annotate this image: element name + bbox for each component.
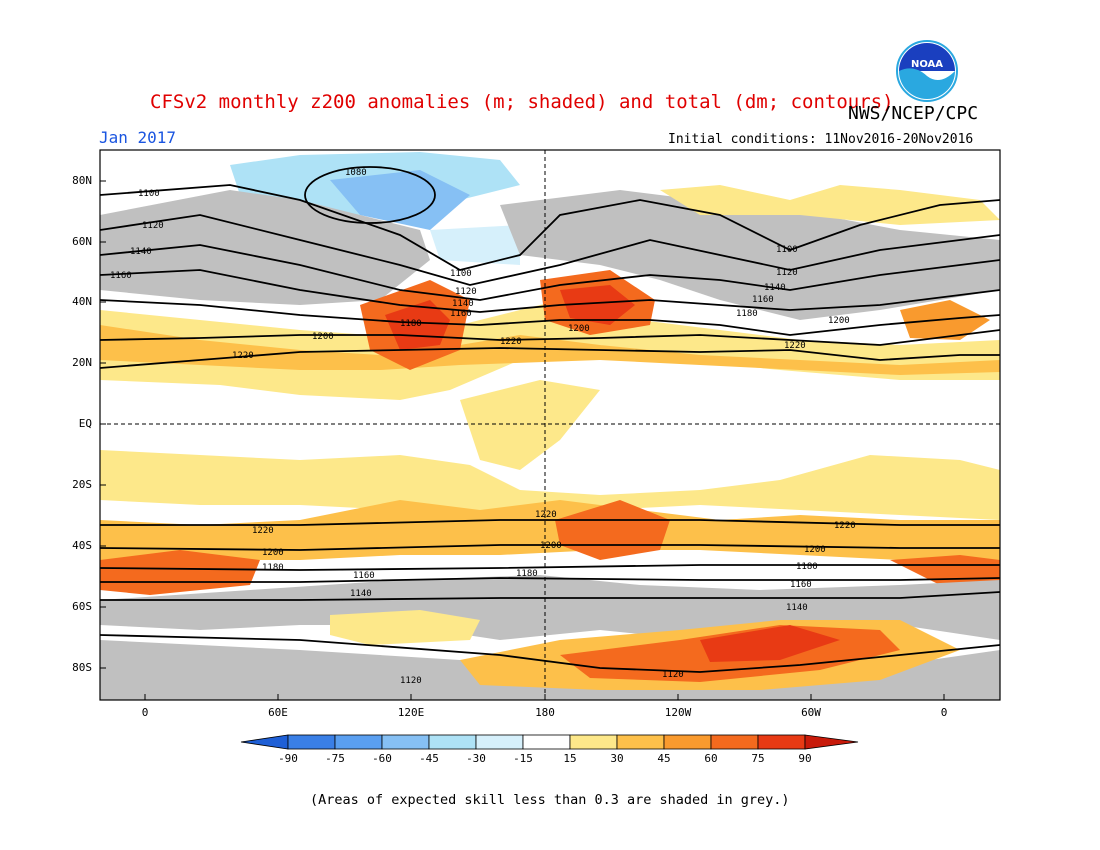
axis-ticks (100, 180, 945, 700)
contour-label: 1220 (500, 337, 522, 347)
contour-label: 1220 (535, 510, 557, 520)
contour-label: 1160 (353, 571, 375, 581)
lon-label: 180 (535, 706, 555, 719)
negative-anomaly-dark (330, 170, 470, 230)
colorbar-label: 45 (657, 752, 671, 765)
colorbar-label: -75 (325, 752, 345, 765)
colorbar-label: -90 (278, 752, 298, 765)
contour-label: 1120 (455, 287, 477, 297)
contour-label: 1200 (540, 541, 562, 551)
lat-label: 60N (72, 235, 92, 248)
noaa-logo-icon: NOAA (896, 40, 958, 102)
colorbar-label: -30 (466, 752, 486, 765)
agency-label: NWS/NCEP/CPC (848, 103, 979, 124)
lon-label: 120W (664, 706, 692, 719)
contour-label: 1100 (776, 245, 798, 255)
contour-label: 1140 (350, 589, 372, 599)
contour-label: 1140 (786, 603, 808, 613)
contour-label: 1200 (568, 324, 590, 334)
contour-label: 1180 (796, 562, 818, 572)
positive-anomaly-tropics-south (100, 450, 1000, 520)
lat-label: EQ (78, 417, 92, 430)
map-frame (99, 149, 1001, 701)
lat-label: 60S (72, 600, 92, 613)
colorbar-arrow-left (240, 734, 289, 750)
contour-label: 1160 (752, 295, 774, 305)
positive-anomaly-south-atlantic-red (100, 550, 260, 595)
contour-label: 1200 (312, 332, 334, 342)
colorbar-label: -45 (419, 752, 439, 765)
lat-label: 80S (72, 661, 92, 674)
positive-anomaly-north-pacific-core (560, 285, 635, 325)
footnote: (Areas of expected skill less than 0.3 a… (310, 792, 790, 808)
contour-label: 1220 (784, 341, 806, 351)
colorbar-label: 90 (798, 752, 812, 765)
contour-label: 1160 (110, 271, 132, 281)
positive-anomaly-south-midlat (100, 500, 1000, 560)
lat-label: 80N (72, 174, 92, 187)
lon-label: 120E (397, 706, 425, 719)
lon-label: 60W (801, 706, 821, 719)
lat-label: 20S (72, 478, 92, 491)
noaa-logo-text: NOAA (911, 59, 943, 70)
contour-label: 1120 (776, 268, 798, 278)
contour-label: 1180 (262, 563, 284, 573)
lat-label: 40N (72, 295, 92, 308)
contour-label: 1160 (450, 309, 472, 319)
colorbar-label: 30 (610, 752, 624, 765)
lon-label: 60E (268, 706, 288, 719)
colorbar-label: 15 (563, 752, 577, 765)
grey-band-north-2 (500, 190, 1000, 320)
contour-label: 1180 (400, 319, 422, 329)
negative-anomaly-pacific (430, 225, 520, 265)
contour-label: 1140 (764, 283, 786, 293)
lat-label: 20N (72, 356, 92, 369)
contour-label: 1220 (232, 351, 254, 361)
colorbar-label: -60 (372, 752, 392, 765)
chart-title: CFSv2 monthly z200 anomalies (m; shaded)… (150, 91, 894, 113)
colorbar-arrow-right (804, 734, 859, 750)
contour-label: 1220 (834, 521, 856, 531)
colorbar-label: 60 (704, 752, 718, 765)
contour-label: 1200 (828, 316, 850, 326)
initial-conditions: Initial conditions: 11Nov2016-20Nov2016 (668, 132, 974, 147)
colorbar (240, 734, 859, 750)
forecast-month: Jan 2017 (99, 128, 177, 147)
contour-label: 1200 (262, 548, 284, 558)
positive-anomaly-subtropics-2 (100, 325, 1000, 375)
contour-label: 1160 (790, 580, 812, 590)
contour-label: 1180 (516, 569, 538, 579)
positive-anomaly-south-indian (330, 610, 480, 645)
positive-anomaly-north-atlantic (660, 185, 1000, 225)
contour-label: 1140 (130, 247, 152, 257)
contour-label: 1120 (662, 670, 684, 680)
contour-label: 1180 (736, 309, 758, 319)
map-shading (100, 150, 1000, 700)
lat-label: 40S (72, 539, 92, 552)
contour-label: 1120 (400, 676, 422, 686)
contour-label: 1120 (142, 221, 164, 231)
contour-label: 1200 (804, 545, 826, 555)
contour-labels: 1080 1100 1100 1100 1120 1120 1120 1120 … (110, 168, 856, 686)
contour-label: 1100 (138, 189, 160, 199)
contour-label: 1140 (452, 299, 474, 309)
colorbar-label: 75 (751, 752, 765, 765)
positive-anomaly-tropics-pacific (460, 380, 600, 470)
contour-label: 1080 (345, 168, 367, 178)
positive-anomaly-south-atlantic-red-2 (890, 555, 1000, 590)
positive-anomaly-antarctic-core (700, 625, 840, 662)
lon-label: 0 (141, 706, 149, 719)
height-contours (100, 166, 1000, 673)
lon-label: 0 (940, 706, 948, 719)
contour-label: 1220 (252, 526, 274, 536)
contour-label: 1100 (450, 269, 472, 279)
colorbar-label: -15 (513, 752, 533, 765)
